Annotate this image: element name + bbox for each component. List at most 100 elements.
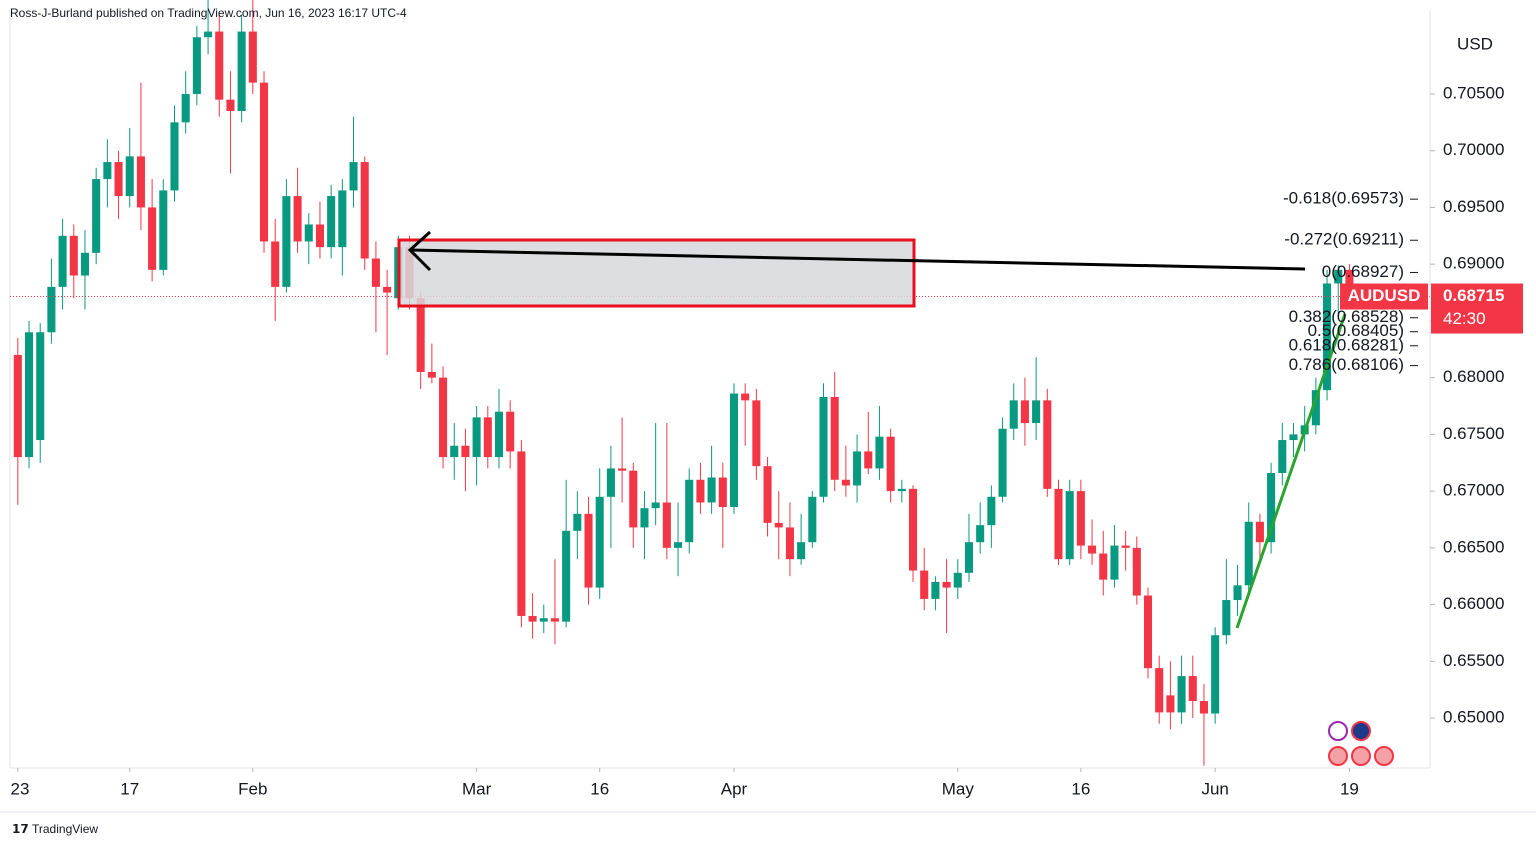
candle-body [987, 496, 996, 526]
candle-body [416, 298, 425, 372]
y-tick-label: 0.67500 [1443, 424, 1504, 443]
candle-body [92, 179, 101, 253]
candle-body [1267, 472, 1276, 543]
candle-body [103, 162, 112, 180]
candle-body [192, 37, 201, 94]
candle-body [528, 615, 537, 622]
icon [1328, 721, 1348, 741]
fib-label: -0.272(0.69211) [1284, 230, 1404, 249]
candles [10, 0, 1430, 766]
candle-body [259, 82, 269, 242]
candle-body [315, 224, 324, 248]
candle-body [439, 377, 448, 458]
candle-body [741, 393, 750, 401]
candle-body [595, 496, 604, 588]
price-tag [1431, 283, 1523, 334]
arrow-head [407, 230, 432, 272]
candle-body [1020, 400, 1029, 424]
x-tick-label: Jun [1201, 779, 1228, 798]
candle-body [685, 479, 694, 543]
candle-body [897, 488, 906, 492]
candle-body [718, 477, 727, 508]
candle-body [371, 258, 380, 287]
candle-body [752, 400, 761, 467]
x-tick-label: 17 [120, 779, 139, 798]
arrow-line [409, 248, 1306, 271]
fib-label: 0.786(0.68106) [1289, 355, 1404, 374]
candle-body [774, 522, 783, 528]
candle-body [998, 428, 1007, 497]
candle-body [327, 196, 336, 248]
y-tick-label: 0.67000 [1443, 481, 1504, 500]
candle-body [383, 286, 392, 293]
candle-body [618, 468, 627, 471]
candle-body [427, 371, 436, 378]
candle-body [1289, 434, 1298, 441]
candle-body [763, 466, 772, 523]
candle-body [886, 436, 895, 492]
candle-body [908, 488, 918, 571]
candle-body [450, 445, 459, 458]
candle-body [1088, 545, 1097, 554]
y-tick-label: 0.65500 [1443, 651, 1504, 670]
x-tick-label: 16 [1071, 779, 1090, 798]
y-tick-label: 0.65000 [1443, 708, 1504, 727]
candle-body [360, 162, 369, 259]
candle-body [36, 332, 45, 441]
y-tick-label: 0.66500 [1443, 537, 1504, 556]
candle-body [338, 190, 347, 248]
candle-body [1345, 269, 1354, 297]
currency-label: USD [1457, 34, 1493, 53]
candle-body [662, 502, 671, 548]
candle-body [1099, 553, 1108, 580]
candle-body [942, 581, 951, 588]
candle-body [674, 542, 683, 548]
footer-logo: TradingView [32, 822, 98, 836]
candle-body [819, 396, 828, 497]
candle-body [80, 252, 90, 276]
candle-body [237, 31, 246, 111]
candle-body [271, 241, 280, 287]
candle-body [483, 417, 492, 458]
y-tick-label: 0.68000 [1443, 367, 1504, 386]
candle-body [1177, 676, 1186, 713]
fib-label: 0.618(0.68281) [1289, 335, 1404, 354]
candle-body [1244, 521, 1253, 586]
candle-body [841, 479, 850, 486]
icon [1374, 746, 1394, 766]
candle-body [785, 527, 794, 560]
candle-body [651, 502, 660, 509]
candle-body [125, 156, 134, 197]
candle-body [1054, 488, 1063, 560]
candle-body [964, 542, 974, 573]
candle-body [629, 470, 638, 528]
y-tick-label: 0.69500 [1443, 197, 1504, 216]
candle-body [1233, 585, 1242, 601]
candle-body [506, 411, 515, 452]
candle-body [58, 235, 67, 287]
candle-body [953, 572, 962, 588]
y-tick-label: 0.66000 [1443, 594, 1504, 613]
y-tick-label: 0.69000 [1443, 254, 1504, 273]
candle-body [13, 354, 22, 458]
candle-body [1222, 600, 1231, 636]
candle-body [517, 451, 526, 616]
x-tick-label: 16 [590, 779, 609, 798]
candle-body [808, 496, 817, 543]
candle-body [584, 513, 593, 588]
candle-body [976, 525, 985, 543]
candle-body [114, 162, 123, 197]
candle-body [1311, 390, 1320, 426]
zone-box [397, 238, 916, 308]
candle-body [1334, 269, 1343, 284]
candle-body [159, 190, 168, 270]
candle-body [1132, 547, 1141, 596]
candle-body [729, 393, 739, 508]
candle-body [1065, 491, 1074, 560]
candle-body [696, 479, 705, 503]
candle-body [1155, 668, 1164, 713]
candle-body [539, 618, 548, 622]
candle-body [1278, 440, 1287, 473]
